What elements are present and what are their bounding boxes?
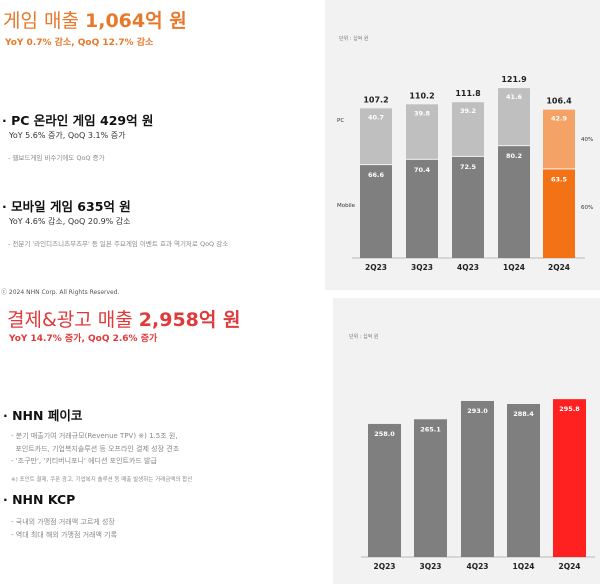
label-3Q23: 265.1 (420, 425, 441, 433)
tick-2Q24: 2Q24 (548, 263, 570, 272)
mobile-note: - 전분기 '라인디즈니츠무츠무' 등 일본 주요게임 이벤트 효과 역기저로 … (8, 240, 229, 248)
unit-label: 단위 : 십억 원 (349, 333, 379, 340)
bar-pc-4Q23 (452, 102, 484, 156)
tick-4Q23: 4Q23 (466, 562, 488, 571)
label-total-2Q24: 106.4 (546, 97, 572, 106)
tick-3Q23: 3Q23 (419, 562, 441, 571)
tick-2Q23: 2Q23 (373, 562, 395, 571)
pc-note: - 웹보드게임 비수기에도 QoQ 증가 (8, 154, 105, 162)
bar-4Q23 (461, 400, 494, 557)
tick-3Q23: 3Q23 (411, 263, 433, 272)
label-total-2Q23: 107.2 (363, 95, 388, 104)
payco-footnote: ※) 포인트 결제, 쿠폰 광고, 기업복지 솔루션 등 매출 발생하는 거래금… (11, 477, 193, 483)
game-subtitle: YoY 0.7% 감소, QoQ 12.7% 감소 (5, 38, 154, 48)
game-title: 게임 매출 1,064억 원 (3, 10, 187, 32)
label-2Q24: 295.8 (559, 405, 580, 413)
label-pc-4Q23: 39.2 (460, 107, 476, 115)
game-chart-panel: 단위 : 십억 원 66.6 40.7 107.2 2Q23 70.4 39.8 110.2 3… (325, 0, 600, 290)
mobile-title: · 모바일 게임 635억 원 (2, 199, 131, 214)
label-mobile-2Q24: 63.5 (551, 175, 568, 183)
payco-title: · NHN 페이코 (3, 408, 83, 423)
kcp-title: · NHN KCP (3, 492, 76, 507)
label-total-4Q23: 111.8 (455, 89, 481, 98)
label-mobile-2Q23: 66.6 (368, 171, 385, 179)
label-4Q23: 293.0 (467, 407, 488, 415)
label-total-3Q23: 110.2 (409, 91, 434, 100)
bar-pc-2Q23 (360, 108, 392, 165)
bar-mobile-3Q23 (406, 159, 438, 258)
bar-mobile-1Q24 (498, 146, 530, 258)
bar-1Q24 (507, 404, 540, 557)
tick-1Q24: 1Q24 (512, 562, 534, 571)
kcp-notes: - 국내외 가맹점 거래액 고르게 성장 - 역대 최대 해외 가맹점 거래액 기… (11, 518, 118, 539)
bar-3Q23 (414, 419, 447, 557)
bar-mobile-4Q23 (452, 156, 484, 258)
legend-mobile: Mobile (337, 203, 356, 209)
bar-pc-3Q23 (406, 104, 438, 159)
tick-2Q24: 2Q24 (558, 562, 580, 571)
label-1Q24: 288.4 (513, 410, 534, 418)
label-pc-2Q24: 42.9 (551, 115, 568, 123)
tick-2Q23: 2Q23 (365, 263, 387, 272)
pc-stat: YoY 5.6% 증가, QoQ 3.1% 증가 (9, 131, 126, 140)
pc-title: · PC 온라인 게임 429억 원 (2, 113, 154, 128)
label-mobile-3Q23: 70.4 (414, 166, 431, 174)
label-mobile-4Q23: 72.5 (460, 163, 477, 171)
bar-2Q24 (553, 399, 586, 557)
bar-2Q23 (368, 423, 401, 557)
bar-pc-2Q24 (543, 109, 575, 169)
tick-1Q24: 1Q24 (503, 263, 525, 272)
label-mobile-1Q24: 80.2 (506, 152, 522, 160)
payment-chart-panel: 단위 : 십억 원 258.0 2Q23 265.1 3Q23 293.0 4Q23 288.… (333, 298, 600, 584)
mobile-stat: YoY 4.6% 감소, QoQ 20.9% 감소 (9, 217, 131, 226)
tick-4Q23: 4Q23 (457, 263, 479, 272)
label-pc-2Q23: 40.7 (368, 113, 384, 121)
payment-revenue-chart: 단위 : 십억 원 258.0 2Q23 265.1 3Q23 293.0 4Q23 288.… (349, 333, 595, 571)
unit-label: 단위 : 십억 원 (339, 35, 369, 42)
label-2Q23: 258.0 (374, 430, 395, 438)
legend-pc: PC (337, 118, 344, 124)
payment-subtitle: YoY 14.7% 증가, QoQ 2.6% 증가 (9, 334, 158, 344)
bar-mobile-2Q24 (543, 169, 575, 258)
label-pc-3Q23: 39.8 (414, 109, 431, 117)
share-pc: 40% (581, 137, 593, 143)
payment-title: 결제&광고 매출 2,958억 원 (7, 309, 241, 331)
game-revenue-chart: 단위 : 십억 원 66.6 40.7 107.2 2Q23 70.4 39.8 110.2 3… (337, 35, 593, 272)
payco-notes: - 분기 매출기여 거래규모(Revenue TPV) ※) 1.5조 원, 포… (11, 432, 180, 465)
share-mobile: 60% (581, 205, 593, 211)
bar-mobile-2Q23 (360, 165, 392, 258)
label-total-1Q24: 121.9 (501, 75, 527, 84)
label-pc-1Q24: 41.6 (506, 93, 523, 101)
bar-pc-1Q24 (498, 88, 530, 146)
copyright: ⓒ 2024 NHN Corp. All Rights Reserved. (1, 289, 120, 296)
